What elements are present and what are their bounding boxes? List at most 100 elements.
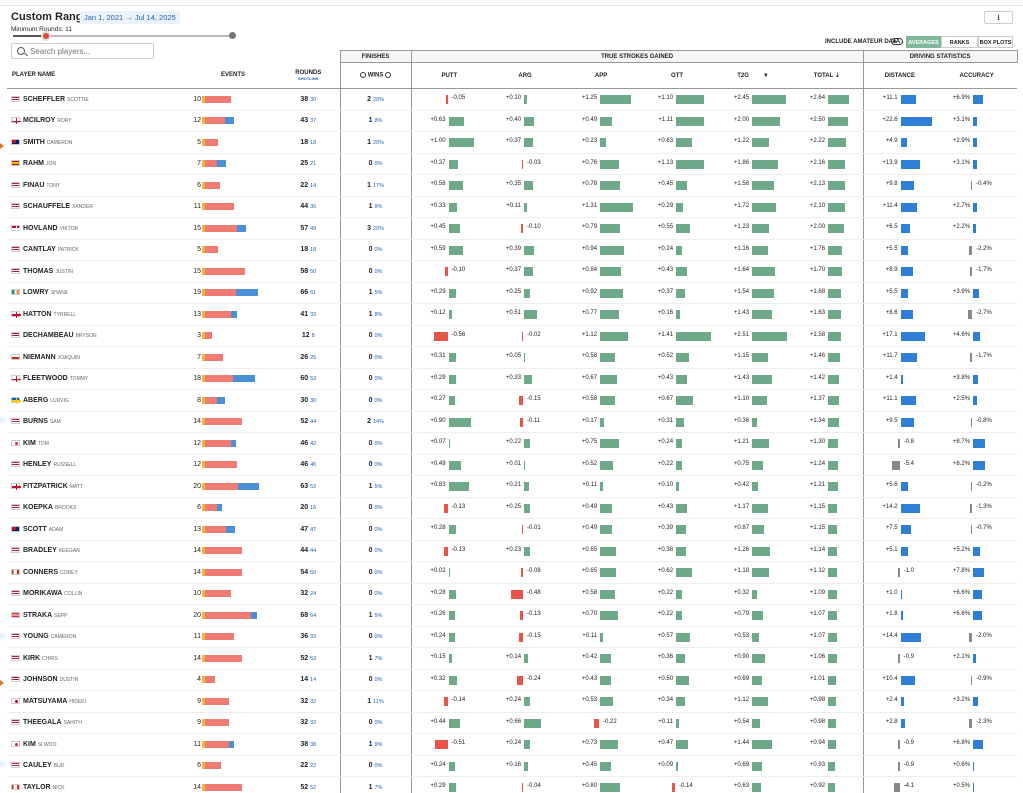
player-first-name[interactable]: SAHITH [63,720,82,727]
player-last-name[interactable]: KOEPKA [23,504,53,512]
player-first-name[interactable]: CHRIS [42,655,58,662]
player-cell[interactable]: KIM SI WOO [7,733,189,756]
player-cell[interactable]: HENLEY RUSSELL [7,454,189,476]
player-last-name[interactable]: BURNS [23,418,48,426]
player-first-name[interactable]: SI WOO [37,741,57,748]
player-cell[interactable]: CANTLAY PATRICK [7,239,189,261]
table-row[interactable]: MORIKAWA COLLIN 10 32 24 0 0% +0.28 -0.48 +0.58… [7,583,1018,605]
player-cell[interactable]: LOWRY SHANE [7,282,189,304]
player-first-name[interactable]: RORY [57,118,72,125]
player-cell[interactable]: THOMAS JUSTIN [7,260,189,283]
player-last-name[interactable]: SCHEFFLER [23,95,65,103]
player-first-name[interactable]: CAMERON [46,139,73,146]
table-row[interactable]: BURNS SAM 14 52 44 2 14% +0.90 -0.11 +0.17 +0.31… [7,411,1018,433]
player-first-name[interactable]: RUSSELL [53,462,77,469]
player-last-name[interactable]: KIRK [23,654,41,662]
table-row[interactable]: HATTON TYRRELL 13 41 33 1 8% +0.12 +0.51 +0.77 +… [7,303,1018,326]
player-last-name[interactable]: JOHNSON [23,676,58,684]
table-row[interactable]: SMITH CAMERON 5 18 18 1 20% +1.00 +0.37 +0.23 +0… [7,131,1018,154]
player-last-name[interactable]: FINAU [23,181,45,189]
player-cell[interactable]: CAULEY BUD [7,755,189,777]
min-rounds-slider-handle[interactable] [41,31,51,41]
mode-box-plots-button[interactable]: BOX PLOTS [978,36,1013,48]
player-cell[interactable]: MCILROY RORY [7,110,189,132]
player-cell[interactable]: FLEETWOOD TOMMY [7,368,189,390]
player-first-name[interactable]: TOM [37,440,49,447]
player-first-name[interactable]: BUD [53,763,65,770]
player-first-name[interactable]: TONY [46,182,61,189]
col-app[interactable]: APP [563,62,640,89]
player-last-name[interactable]: ABERG [23,396,49,404]
table-row[interactable]: ABERG LUDVIG 8 30 30 0 0% +0.27 -0.15 +0.58 +0.6… [7,389,1018,412]
player-last-name[interactable]: THEEGALA [23,719,62,727]
mode-averages-button[interactable]: AVERAGES [906,36,941,48]
col-wins[interactable]: WINS [339,62,412,89]
player-cell[interactable]: FINAU TONY [7,174,189,197]
min-rounds-slider-end-handle[interactable] [229,32,236,39]
player-first-name[interactable]: MATT [69,483,84,490]
player-last-name[interactable]: CAULEY [23,762,52,770]
player-first-name[interactable]: NICK [52,784,65,791]
player-last-name[interactable]: LOWRY [23,289,49,297]
player-cell[interactable]: KIRK CHRIS [7,647,189,670]
col-events[interactable]: EVENTS [189,62,277,89]
player-cell[interactable]: THEEGALA SAHITH [7,712,189,734]
player-last-name[interactable]: KIM [23,439,36,447]
player-cell[interactable]: BURNS SAM [7,411,189,433]
player-first-name[interactable]: SHANE [50,290,69,297]
player-last-name[interactable]: TAYLOR [23,783,51,791]
player-last-name[interactable]: FITZPATRICK [23,482,68,490]
player-last-name[interactable]: MORIKAWA [23,590,63,598]
player-first-name[interactable]: CAMERON [50,634,77,641]
player-last-name[interactable]: YOUNG [23,633,49,641]
player-cell[interactable]: NIEMANN JOAQUIN [7,346,189,369]
table-row[interactable]: YOUNG CAMERON 11 36 33 0 0% +0.24 -0.15 +0.11 +0… [7,626,1018,648]
player-last-name[interactable]: KIM [23,740,36,748]
player-last-name[interactable]: HOVLAND [23,224,58,232]
player-first-name[interactable]: JUSTIN [55,268,73,275]
player-first-name[interactable]: LUDVIG [50,397,69,404]
player-last-name[interactable]: HATTON [23,310,52,318]
player-first-name[interactable]: PATRICK [57,247,79,254]
player-first-name[interactable]: SEPP [54,612,68,619]
min-rounds-slider-track[interactable] [13,35,233,37]
player-first-name[interactable]: VIKTOR [59,225,79,232]
player-last-name[interactable]: RAHM [23,160,44,168]
table-row[interactable]: FINAU TONY 6 22 14 1 17% +0.58 +0.35 +0.78 +0.45… [7,174,1018,197]
col-accuracy[interactable]: ACCURACY [936,62,1018,89]
minus-circle-icon[interactable] [360,72,367,79]
player-first-name[interactable]: JON [46,161,56,168]
player-cell[interactable]: SMITH CAMERON [7,131,189,154]
table-row[interactable]: HENLEY RUSSELL 12 46 46 0 0% +0.49 +0.01 +0.52 +… [7,454,1018,476]
player-last-name[interactable]: SCOTT [23,525,47,533]
col-arg[interactable]: ARG [487,62,564,89]
col-total[interactable]: TOTAL ⇣ [791,62,864,89]
player-cell[interactable]: MATSUYAMA HIDEKI [7,690,189,713]
table-row[interactable]: NIEMANN JOAQUIN 7 26 26 0 0% +0.31 +0.05 +0.58 +… [7,346,1018,369]
player-cell[interactable]: SCOTT ADAM [7,518,189,541]
table-row[interactable]: THOMAS JUSTIN 15 58 50 0 0% -0.10 +0.37 +0.84 +0… [7,260,1018,283]
player-cell[interactable]: HATTON TYRRELL [7,303,189,326]
player-first-name[interactable]: KEEGAN [58,548,80,555]
player-last-name[interactable]: STRAKA [23,611,53,619]
table-row[interactable]: KIM TOM 12 46 42 0 0% +0.07 +0.22 +0.75 +0.24 +1.… [7,432,1018,455]
table-row[interactable]: BRADLEY KEEGAN 14 44 44 0 0% -0.13 +0.23 +0.65 +… [7,540,1018,562]
player-cell[interactable]: STRAKA SEPP [7,604,189,627]
date-range-picker[interactable]: Jan 1, 2021 → Jul 14, 2025 [80,11,180,24]
player-first-name[interactable]: BRYSON [75,333,97,340]
col-distance[interactable]: DISTANCE [862,62,937,89]
include-amateur-toggle[interactable] [891,38,903,45]
player-first-name[interactable]: HIDEKI [69,698,87,705]
player-cell[interactable]: YOUNG CAMERON [7,626,189,648]
player-first-name[interactable]: BROOKS [54,505,77,512]
table-row[interactable]: KOEPKA BROOKS 6 20 16 0 0% -0.13 +0.25 +0.49 +0.… [7,497,1018,519]
table-row[interactable]: FLEETWOOD TOMMY 18 60 53 0 0% +0.29 +0.33 +0.67… [7,368,1018,390]
table-row[interactable]: CANTLAY PATRICK 5 18 18 0 0% +0.59 +0.39 +0.94 +… [7,239,1018,261]
player-last-name[interactable]: NIEMANN [23,353,56,361]
table-row[interactable]: JOHNSON DUSTIN 4 14 14 0 0% +0.32 -0.24 +0.43 +0… [7,669,1018,691]
player-last-name[interactable]: SCHAUFFELE [23,203,71,211]
table-row[interactable]: LOWRY SHANE 19 66 61 1 5% +0.29 +0.25 +0.92 +0.3… [7,282,1018,304]
player-last-name[interactable]: SMITH [23,138,45,146]
table-row[interactable]: MATSUYAMA HIDEKI 9 32 32 1 11% -0.14 +0.24 +0.5… [7,690,1018,713]
col-t2g[interactable]: T2G ▼ [715,62,792,89]
